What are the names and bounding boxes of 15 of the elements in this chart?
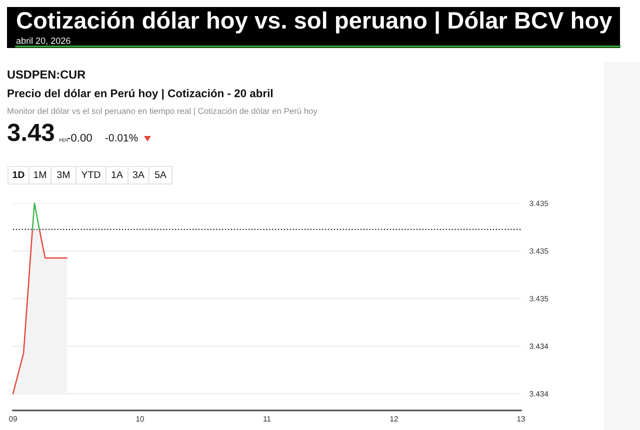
text: 1D bbox=[12, 171, 24, 178]
text: Monitor del dólar vs el sol peruano en tiempo real | Cotización de dólar en Perú hoy bbox=[8, 108, 318, 116]
text: 3M bbox=[57, 171, 70, 178]
text: 1M bbox=[34, 171, 46, 178]
text: -0.01% bbox=[105, 134, 138, 142]
chart-title: Cotización dólar hoy vs. sol peruano | Dólar BCV hoy bbox=[16, 11, 612, 34]
text: -0.00 bbox=[67, 134, 92, 142]
text: 5A bbox=[154, 171, 166, 178]
text: 3.43 bbox=[8, 124, 54, 142]
text: 3A bbox=[132, 171, 144, 178]
chart-subtitle: abril 20, 2026 bbox=[16, 37, 70, 45]
text: 1A bbox=[112, 171, 123, 178]
text: Precio del dólar en Perú hoy | Cotización - 20 abril bbox=[8, 88, 272, 100]
text: YTD bbox=[81, 171, 100, 178]
text: USDPEN:CUR bbox=[8, 70, 86, 79]
